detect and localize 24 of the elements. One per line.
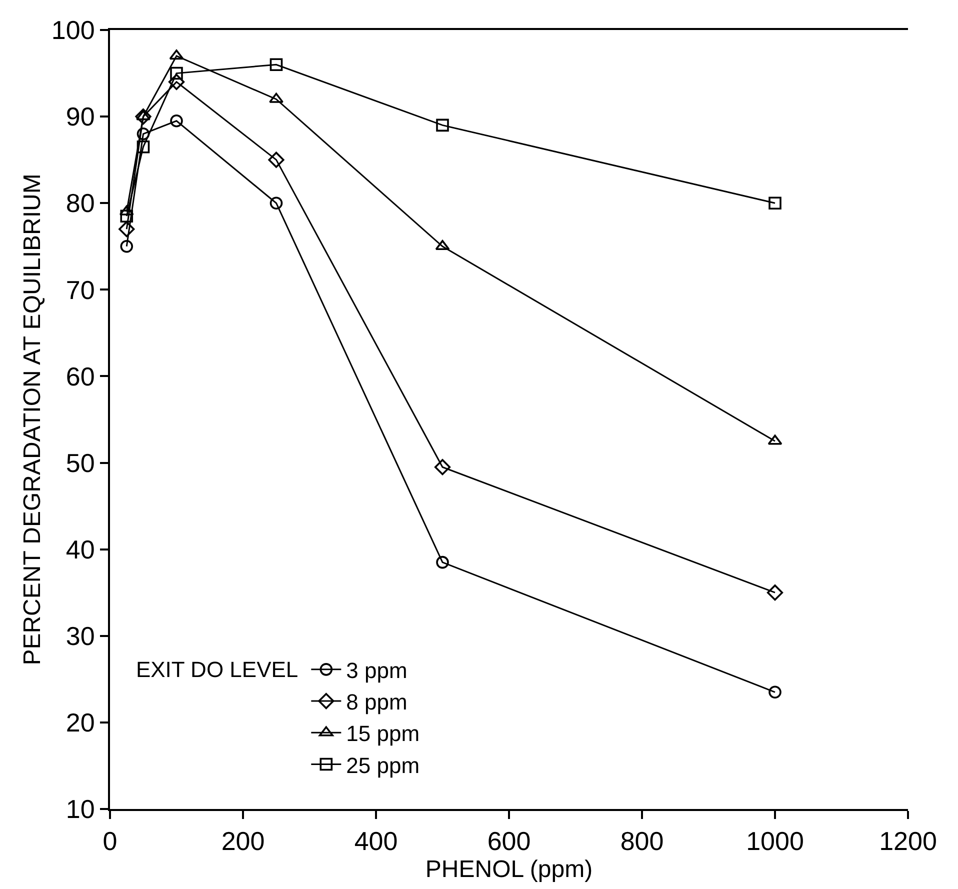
x-tick-label: 800 (620, 826, 664, 856)
legend-label: 25 ppm (346, 752, 420, 778)
y-tick-label: 40 (66, 534, 95, 564)
x-axis-title: PHENOL (ppm) (425, 856, 593, 884)
y-tick-label: 90 (66, 102, 95, 132)
x-tick-label: 0 (102, 826, 118, 856)
legend-label: 8 ppm (346, 690, 408, 715)
y-tick-label: 50 (66, 448, 95, 478)
y-tick-label: 10 (66, 794, 95, 824)
x-tick-label: 200 (221, 826, 265, 856)
x-tick-label: 1000 (746, 826, 804, 856)
y-tick-label: 70 (66, 274, 95, 305)
y-tick-label: 80 (66, 188, 95, 218)
y-tick-label: 60 (66, 361, 95, 392)
y-tick-label: 30 (66, 620, 95, 651)
x-tick-label: 1200 (879, 826, 937, 856)
y-axis-title: PERCENT DEGRADATION AT EQUILIBRIUM (19, 174, 46, 666)
x-tick-label: 400 (354, 826, 398, 856)
y-tick-label: 20 (66, 708, 95, 738)
legend-label: 3 ppm (346, 658, 408, 684)
legend-label: 15 ppm (346, 721, 420, 746)
legend-title: EXIT DO LEVEL (136, 657, 298, 682)
y-tick-label: 100 (51, 15, 95, 46)
x-tick-label: 600 (487, 826, 531, 856)
